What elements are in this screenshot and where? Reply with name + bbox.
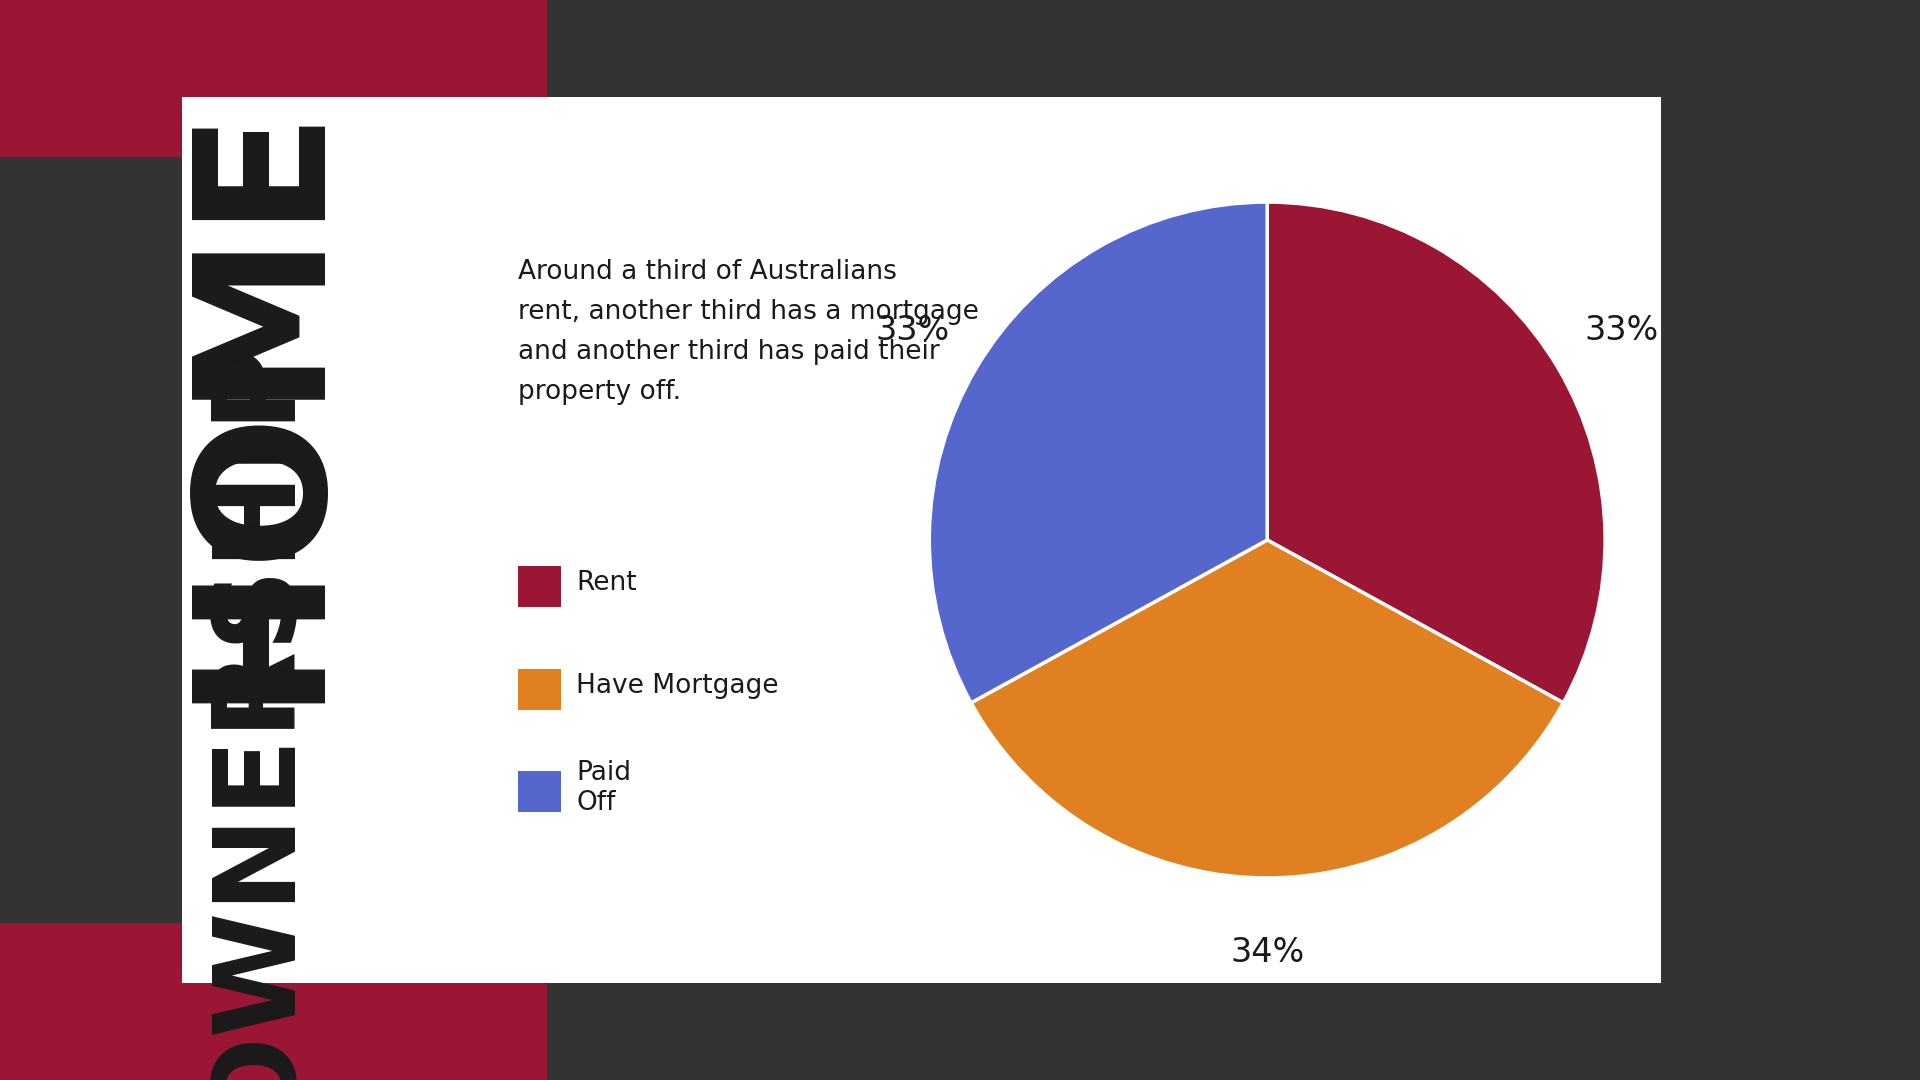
- Bar: [518, 771, 561, 812]
- Bar: [518, 566, 561, 607]
- Text: Around a third of Australians
rent, another third has a mortgage
and another thi: Around a third of Australians rent, anot…: [518, 259, 979, 405]
- Bar: [0, 0, 547, 157]
- Wedge shape: [929, 202, 1267, 703]
- Text: Rent: Rent: [576, 570, 637, 596]
- Text: Have Mortgage: Have Mortgage: [576, 673, 778, 699]
- Text: 33%: 33%: [876, 313, 950, 347]
- Bar: [518, 669, 561, 710]
- Text: 33%: 33%: [1584, 313, 1659, 347]
- Wedge shape: [1267, 202, 1605, 703]
- Text: Paid
Off: Paid Off: [576, 760, 632, 816]
- Bar: [0, 923, 547, 1080]
- Text: 34%: 34%: [1231, 935, 1304, 969]
- Bar: [182, 97, 1661, 983]
- Text: OWNERSHIP: OWNERSHIP: [204, 341, 315, 1080]
- Text: HOME: HOME: [171, 96, 348, 703]
- Wedge shape: [972, 540, 1563, 878]
